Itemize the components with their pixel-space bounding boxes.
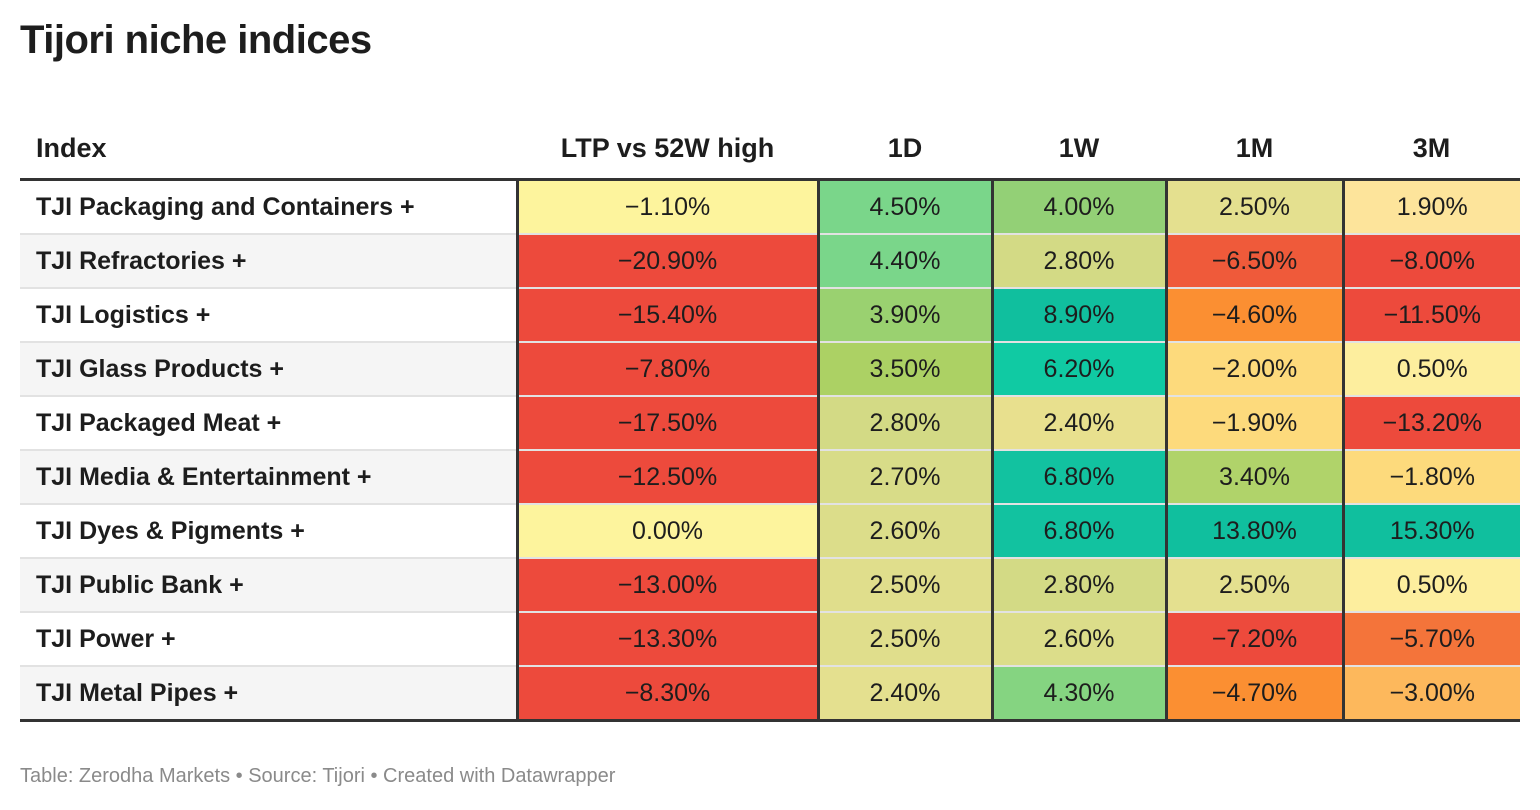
cell-3m: 1.90% [1341,179,1520,235]
cell-3m: 15.30% [1341,504,1520,559]
cell-1w: 2.60% [990,612,1166,667]
table-row: TJI Power + −13.30% 2.50% 2.60% −7.20% −5.70% [20,612,1520,667]
cell-1w: 2.40% [990,396,1166,451]
cell-1w: 2.80% [990,558,1166,613]
cell-1m: −7.20% [1164,612,1343,667]
cell-1d: 2.80% [816,396,992,451]
table-row: TJI Dyes & Pigments +0.00% 2.60% 6.80% 13.8… [20,504,1520,559]
table-row: TJI Packaged Meat + −17.50% 2.80% 2.40% −1.9… [20,396,1520,451]
column-header-1m[interactable]: 1M [1166,118,1343,181]
cell-ltp-vs-52w-high: −8.30% [515,666,818,722]
cell-ltp-vs-52w-high: −13.30% [515,612,818,667]
cell-1d: 2.60% [816,504,992,559]
cell-ltp-vs-52w-high: −17.50% [515,396,818,451]
cell-1m: −4.70% [1164,666,1343,722]
column-header-ltp-vs-52w-high[interactable]: LTP vs 52W high [517,118,818,181]
cell-1m: 2.50% [1164,558,1343,613]
cell-1w: 6.20% [990,342,1166,397]
cell-3m: 0.50% [1341,558,1520,613]
cell-3m: −8.00% [1341,234,1520,289]
cell-1w: 2.80% [990,234,1166,289]
row-label: TJI Media & Entertainment + [20,450,517,505]
cell-ltp-vs-52w-high: −1.10% [515,179,818,235]
table-row: TJI Public Bank + −13.00% 2.50% 2.80% 2.50% 0… [20,558,1520,613]
cell-ltp-vs-52w-high: −20.90% [515,234,818,289]
cell-1d: 2.40% [816,666,992,722]
cell-3m: 0.50% [1341,342,1520,397]
cell-1w: 4.30% [990,666,1166,722]
table-body: TJI Packaging and Containers + −1.10% 4.50… [20,179,1520,722]
row-label: TJI Dyes & Pigments + [20,504,517,559]
cell-1m: −2.00% [1164,342,1343,397]
table-row: TJI Packaging and Containers + −1.10% 4.50… [20,179,1520,235]
column-header-1d[interactable]: 1D [818,118,992,181]
cell-ltp-vs-52w-high: 0.00% [515,504,818,559]
cell-3m: −13.20% [1341,396,1520,451]
table-header-row: Index LTP vs 52W high 1D 1W 1M 3M [20,118,1520,181]
table-row: TJI Logistics + −15.40% 3.90% 8.90% −4.60% −1… [20,288,1520,343]
cell-1m: 3.40% [1164,450,1343,505]
cell-3m: −5.70% [1341,612,1520,667]
cell-1d: 2.50% [816,612,992,667]
cell-1m: −1.90% [1164,396,1343,451]
indices-table: Index LTP vs 52W high 1D 1W 1M 3M TJI Pa… [20,118,1520,722]
row-label: TJI Glass Products + [20,342,517,397]
chart-title: Tijori niche indices [20,18,372,62]
cell-1d: 3.50% [816,342,992,397]
cell-1d: 4.40% [816,234,992,289]
table-row: TJI Glass Products + −7.80% 3.50% 6.20% −2.0… [20,342,1520,397]
column-header-1w[interactable]: 1W [992,118,1166,181]
row-label: TJI Power + [20,612,517,667]
cell-3m: −3.00% [1341,666,1520,722]
footer-credit: Table: Zerodha Markets • Source: Tijori … [20,765,616,787]
column-header-index[interactable]: Index [20,118,517,181]
cell-1w: 6.80% [990,504,1166,559]
row-label: TJI Logistics + [20,288,517,343]
cell-1m: 13.80% [1164,504,1343,559]
row-label: TJI Packaging and Containers + [20,179,517,235]
cell-1w: 4.00% [990,179,1166,235]
cell-1w: 6.80% [990,450,1166,505]
cell-3m: −11.50% [1341,288,1520,343]
row-label: TJI Metal Pipes + [20,666,517,722]
cell-1w: 8.90% [990,288,1166,343]
table-row: TJI Metal Pipes + −8.30% 2.40% 4.30% −4.70% −… [20,666,1520,722]
column-header-3m[interactable]: 3M [1343,118,1520,181]
table-row: TJI Media & Entertainment + −12.50% 2.70% 6… [20,450,1520,505]
row-label: TJI Refractories + [20,234,517,289]
cell-1d: 3.90% [816,288,992,343]
row-label: TJI Packaged Meat + [20,396,517,451]
cell-ltp-vs-52w-high: −7.80% [515,342,818,397]
cell-1d: 2.70% [816,450,992,505]
cell-ltp-vs-52w-high: −13.00% [515,558,818,613]
cell-1d: 2.50% [816,558,992,613]
cell-1m: 2.50% [1164,179,1343,235]
cell-3m: −1.80% [1341,450,1520,505]
cell-ltp-vs-52w-high: −15.40% [515,288,818,343]
table-row: TJI Refractories + −20.90% 4.40% 2.80% −6.50… [20,234,1520,289]
cell-ltp-vs-52w-high: −12.50% [515,450,818,505]
cell-1d: 4.50% [816,179,992,235]
cell-1m: −6.50% [1164,234,1343,289]
cell-1m: −4.60% [1164,288,1343,343]
row-label: TJI Public Bank + [20,558,517,613]
